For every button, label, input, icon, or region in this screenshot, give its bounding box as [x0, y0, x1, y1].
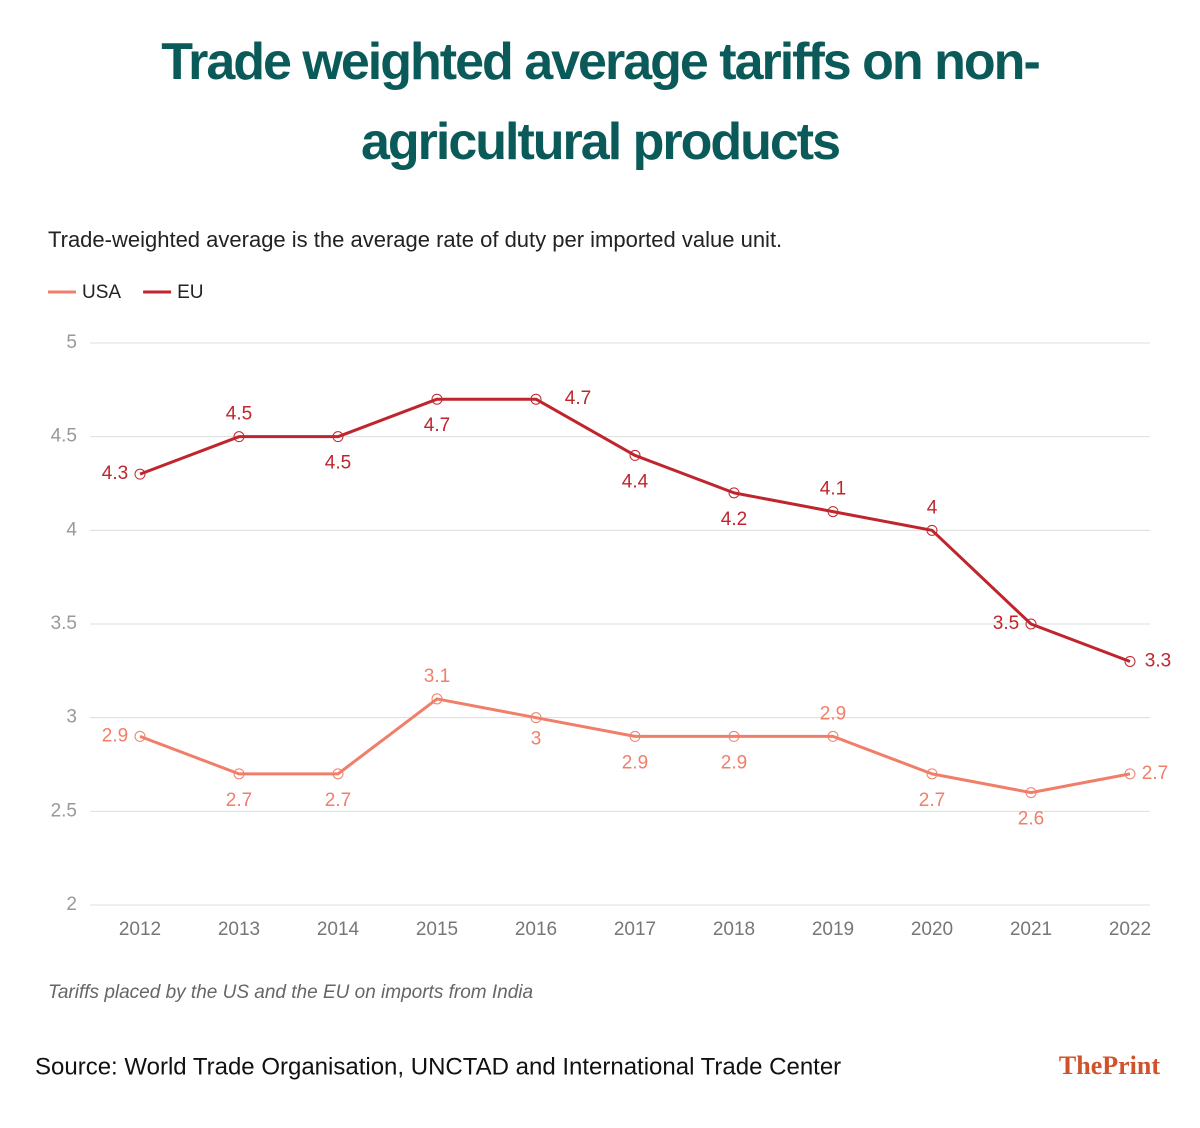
data-point — [233, 768, 245, 780]
y-tick-label: 2.5 — [51, 800, 77, 821]
data-label: 2.7 — [1142, 763, 1168, 784]
x-tick-label: 2020 — [911, 919, 953, 940]
data-label: 2.9 — [721, 752, 747, 773]
data-label: 2.9 — [820, 703, 846, 724]
x-tick-label: 2022 — [1109, 919, 1151, 940]
legend-label: USA — [82, 282, 121, 303]
source: Source: World Trade Organisation, UNCTAD… — [35, 1053, 841, 1080]
data-label: 4.1 — [820, 479, 846, 500]
data-label: 2.9 — [622, 752, 648, 773]
x-tick-label: 2017 — [614, 919, 656, 940]
y-tick-label: 3.5 — [51, 613, 77, 634]
data-label: 3 — [531, 729, 542, 750]
data-point — [431, 393, 443, 405]
data-point — [629, 449, 641, 461]
brand: ThePrint — [1059, 1051, 1160, 1080]
data-point — [332, 431, 344, 443]
data-point — [1025, 618, 1037, 630]
data-label: 3.1 — [424, 666, 450, 687]
data-point — [1124, 655, 1136, 667]
data-label: 4.7 — [565, 388, 591, 409]
data-label: 4.4 — [622, 471, 649, 492]
data-label: 4.3 — [102, 463, 128, 484]
data-label: 2.7 — [226, 790, 252, 811]
data-label: 2.9 — [102, 725, 128, 746]
data-label: 2.7 — [919, 790, 945, 811]
data-label: 4.7 — [424, 415, 450, 436]
data-label: 4.2 — [721, 509, 747, 530]
x-tick-label: 2014 — [317, 919, 360, 940]
x-tick-label: 2013 — [218, 919, 260, 940]
data-point — [530, 712, 542, 724]
data-point — [728, 730, 740, 742]
data-point — [629, 730, 641, 742]
x-tick-label: 2021 — [1010, 919, 1052, 940]
legend-label: EU — [177, 282, 203, 303]
data-label: 4.5 — [325, 453, 351, 474]
y-tick-label: 4 — [66, 519, 77, 540]
x-tick-label: 2019 — [812, 919, 854, 940]
series-line — [139, 397, 1131, 663]
data-point — [827, 506, 839, 518]
chart-title: Trade weighted average tariffs on non-ag… — [161, 33, 1041, 171]
data-point — [827, 730, 839, 742]
y-tick-label: 3 — [66, 707, 77, 728]
data-label: 3.5 — [993, 613, 1019, 634]
data-label: 4.5 — [226, 404, 252, 425]
data-point — [134, 730, 146, 742]
data-point — [233, 431, 245, 443]
series-line — [139, 697, 1131, 795]
data-point — [431, 693, 443, 705]
data-point — [134, 468, 146, 480]
data-point — [926, 768, 938, 780]
data-label: 3.3 — [1145, 650, 1171, 671]
data-point — [728, 487, 740, 499]
data-label: 2.7 — [325, 790, 351, 811]
data-label: 4 — [927, 497, 938, 518]
x-tick-label: 2015 — [416, 919, 458, 940]
data-point — [1025, 787, 1037, 799]
x-tick-label: 2018 — [713, 919, 755, 940]
data-point — [332, 768, 344, 780]
note: Tariffs placed by the US and the EU on i… — [48, 982, 533, 1003]
data-point — [926, 524, 938, 536]
y-tick-label: 5 — [66, 332, 77, 353]
subtitle: Trade-weighted average is the average ra… — [48, 227, 782, 252]
x-tick-label: 2016 — [515, 919, 557, 940]
x-tick-label: 2012 — [119, 919, 161, 940]
data-point — [530, 393, 542, 405]
data-label: 2.6 — [1018, 809, 1044, 830]
y-tick-label: 2 — [66, 894, 77, 915]
data-point — [1124, 768, 1136, 780]
y-tick-label: 4.5 — [51, 426, 77, 447]
